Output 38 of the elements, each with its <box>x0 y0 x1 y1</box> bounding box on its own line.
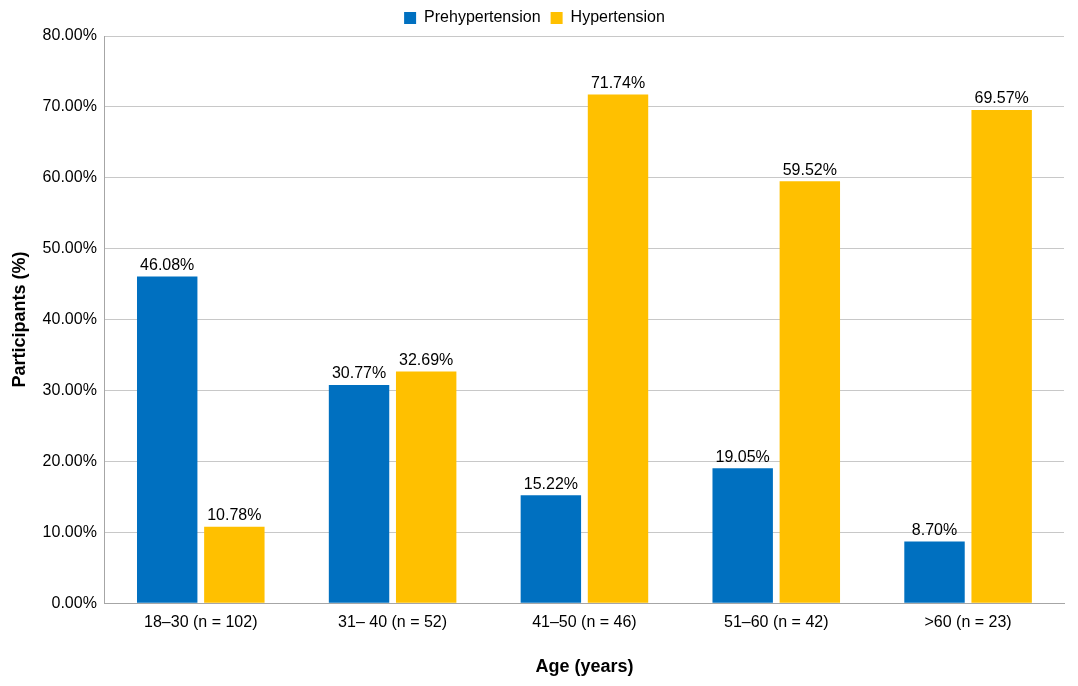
y-tick-label: 10.00% <box>42 522 97 540</box>
data-label: 32.69% <box>399 350 454 368</box>
y-tick-label: 50.00% <box>42 239 97 257</box>
x-tick-label: 41–50 (n = 46) <box>532 613 637 631</box>
data-label: 15.22% <box>523 474 578 492</box>
data-label: 46.08% <box>140 255 195 273</box>
bar <box>971 109 1032 603</box>
y-tick-label: 70.00% <box>42 97 97 115</box>
y-tick-label: 20.00% <box>42 451 97 469</box>
y-tick-label: 40.00% <box>42 310 97 328</box>
y-tick-label: 0.00% <box>51 593 97 611</box>
bar <box>712 468 773 603</box>
x-tick-label: 18–30 (n = 102) <box>144 613 258 631</box>
bar <box>520 495 582 603</box>
legend-label: Prehypertension <box>424 8 541 26</box>
legend-label: Hypertension <box>570 8 665 26</box>
x-axis-title: Age (years) <box>535 656 634 677</box>
y-tick-label: 80.00% <box>42 26 97 44</box>
data-label: 19.05% <box>715 447 770 465</box>
data-label: 30.77% <box>331 364 387 382</box>
data-label: 59.52% <box>782 160 837 178</box>
y-tick-label: 60.00% <box>42 168 97 186</box>
y-axis-title: Participants (%) <box>8 251 29 388</box>
bar <box>904 541 965 603</box>
bar <box>395 371 457 603</box>
data-label: 71.74% <box>590 73 646 91</box>
bar <box>587 94 649 603</box>
bar <box>204 526 265 603</box>
x-tick-label: >60 (n = 23) <box>924 613 1012 631</box>
bar <box>328 385 390 603</box>
y-tick-label: 30.00% <box>42 380 97 398</box>
bar <box>779 181 841 603</box>
data-label: 10.78% <box>207 506 262 524</box>
data-label: 8.70% <box>911 520 958 538</box>
x-tick-label: 51–60 (n = 42) <box>723 613 829 631</box>
data-label: 69.57% <box>974 89 1029 107</box>
x-tick-label: 31– 40 (n = 52) <box>338 613 448 631</box>
bar <box>137 276 198 603</box>
